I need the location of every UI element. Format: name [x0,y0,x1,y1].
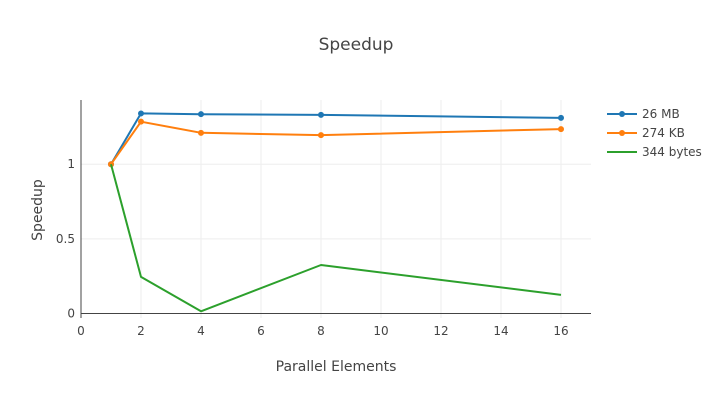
legend-label: 274 KB [642,126,685,140]
series-point [558,114,564,121]
series-point [318,132,324,139]
series-line [110,112,562,165]
x-axis-title: Parallel Elements [276,359,397,375]
series-layer [108,110,564,313]
x-tick-label: 0 [77,324,85,338]
legend-label: 344 bytes [642,145,702,159]
y-tick-label: 0.5 [56,232,75,246]
x-tick-label: 4 [197,324,205,338]
x-tick-label: 16 [553,324,568,338]
series-line [110,163,562,313]
series-point [138,110,144,117]
series-point [198,111,204,118]
legend-label: 26 MB [642,107,680,121]
legend-swatch-marker [619,111,625,117]
legend: 26 MB 274 KB 344 bytes [607,107,702,159]
x-tick-label: 8 [317,324,325,338]
x-tick-label: 6 [257,324,265,338]
x-tick-label: 2 [137,324,145,338]
series-point [318,111,324,118]
legend-swatch-marker [619,130,625,136]
x-tick-label: 12 [433,324,448,338]
x-tick-label: 14 [493,324,508,338]
x-tick-label: 10 [373,324,388,338]
y-tick-label: 1 [67,157,75,171]
series-point [138,118,144,125]
series-point [198,129,204,136]
axes-layer: 0 2 4 6 8 10 12 14 16 0 0.5 1 [56,100,591,338]
y-tick-label: 0 [67,307,75,321]
chart-title: Speedup [319,35,394,55]
series-point [558,126,564,133]
grid-layer [81,100,591,318]
series-line [110,120,562,165]
y-axis-title: Speedup [30,179,46,241]
